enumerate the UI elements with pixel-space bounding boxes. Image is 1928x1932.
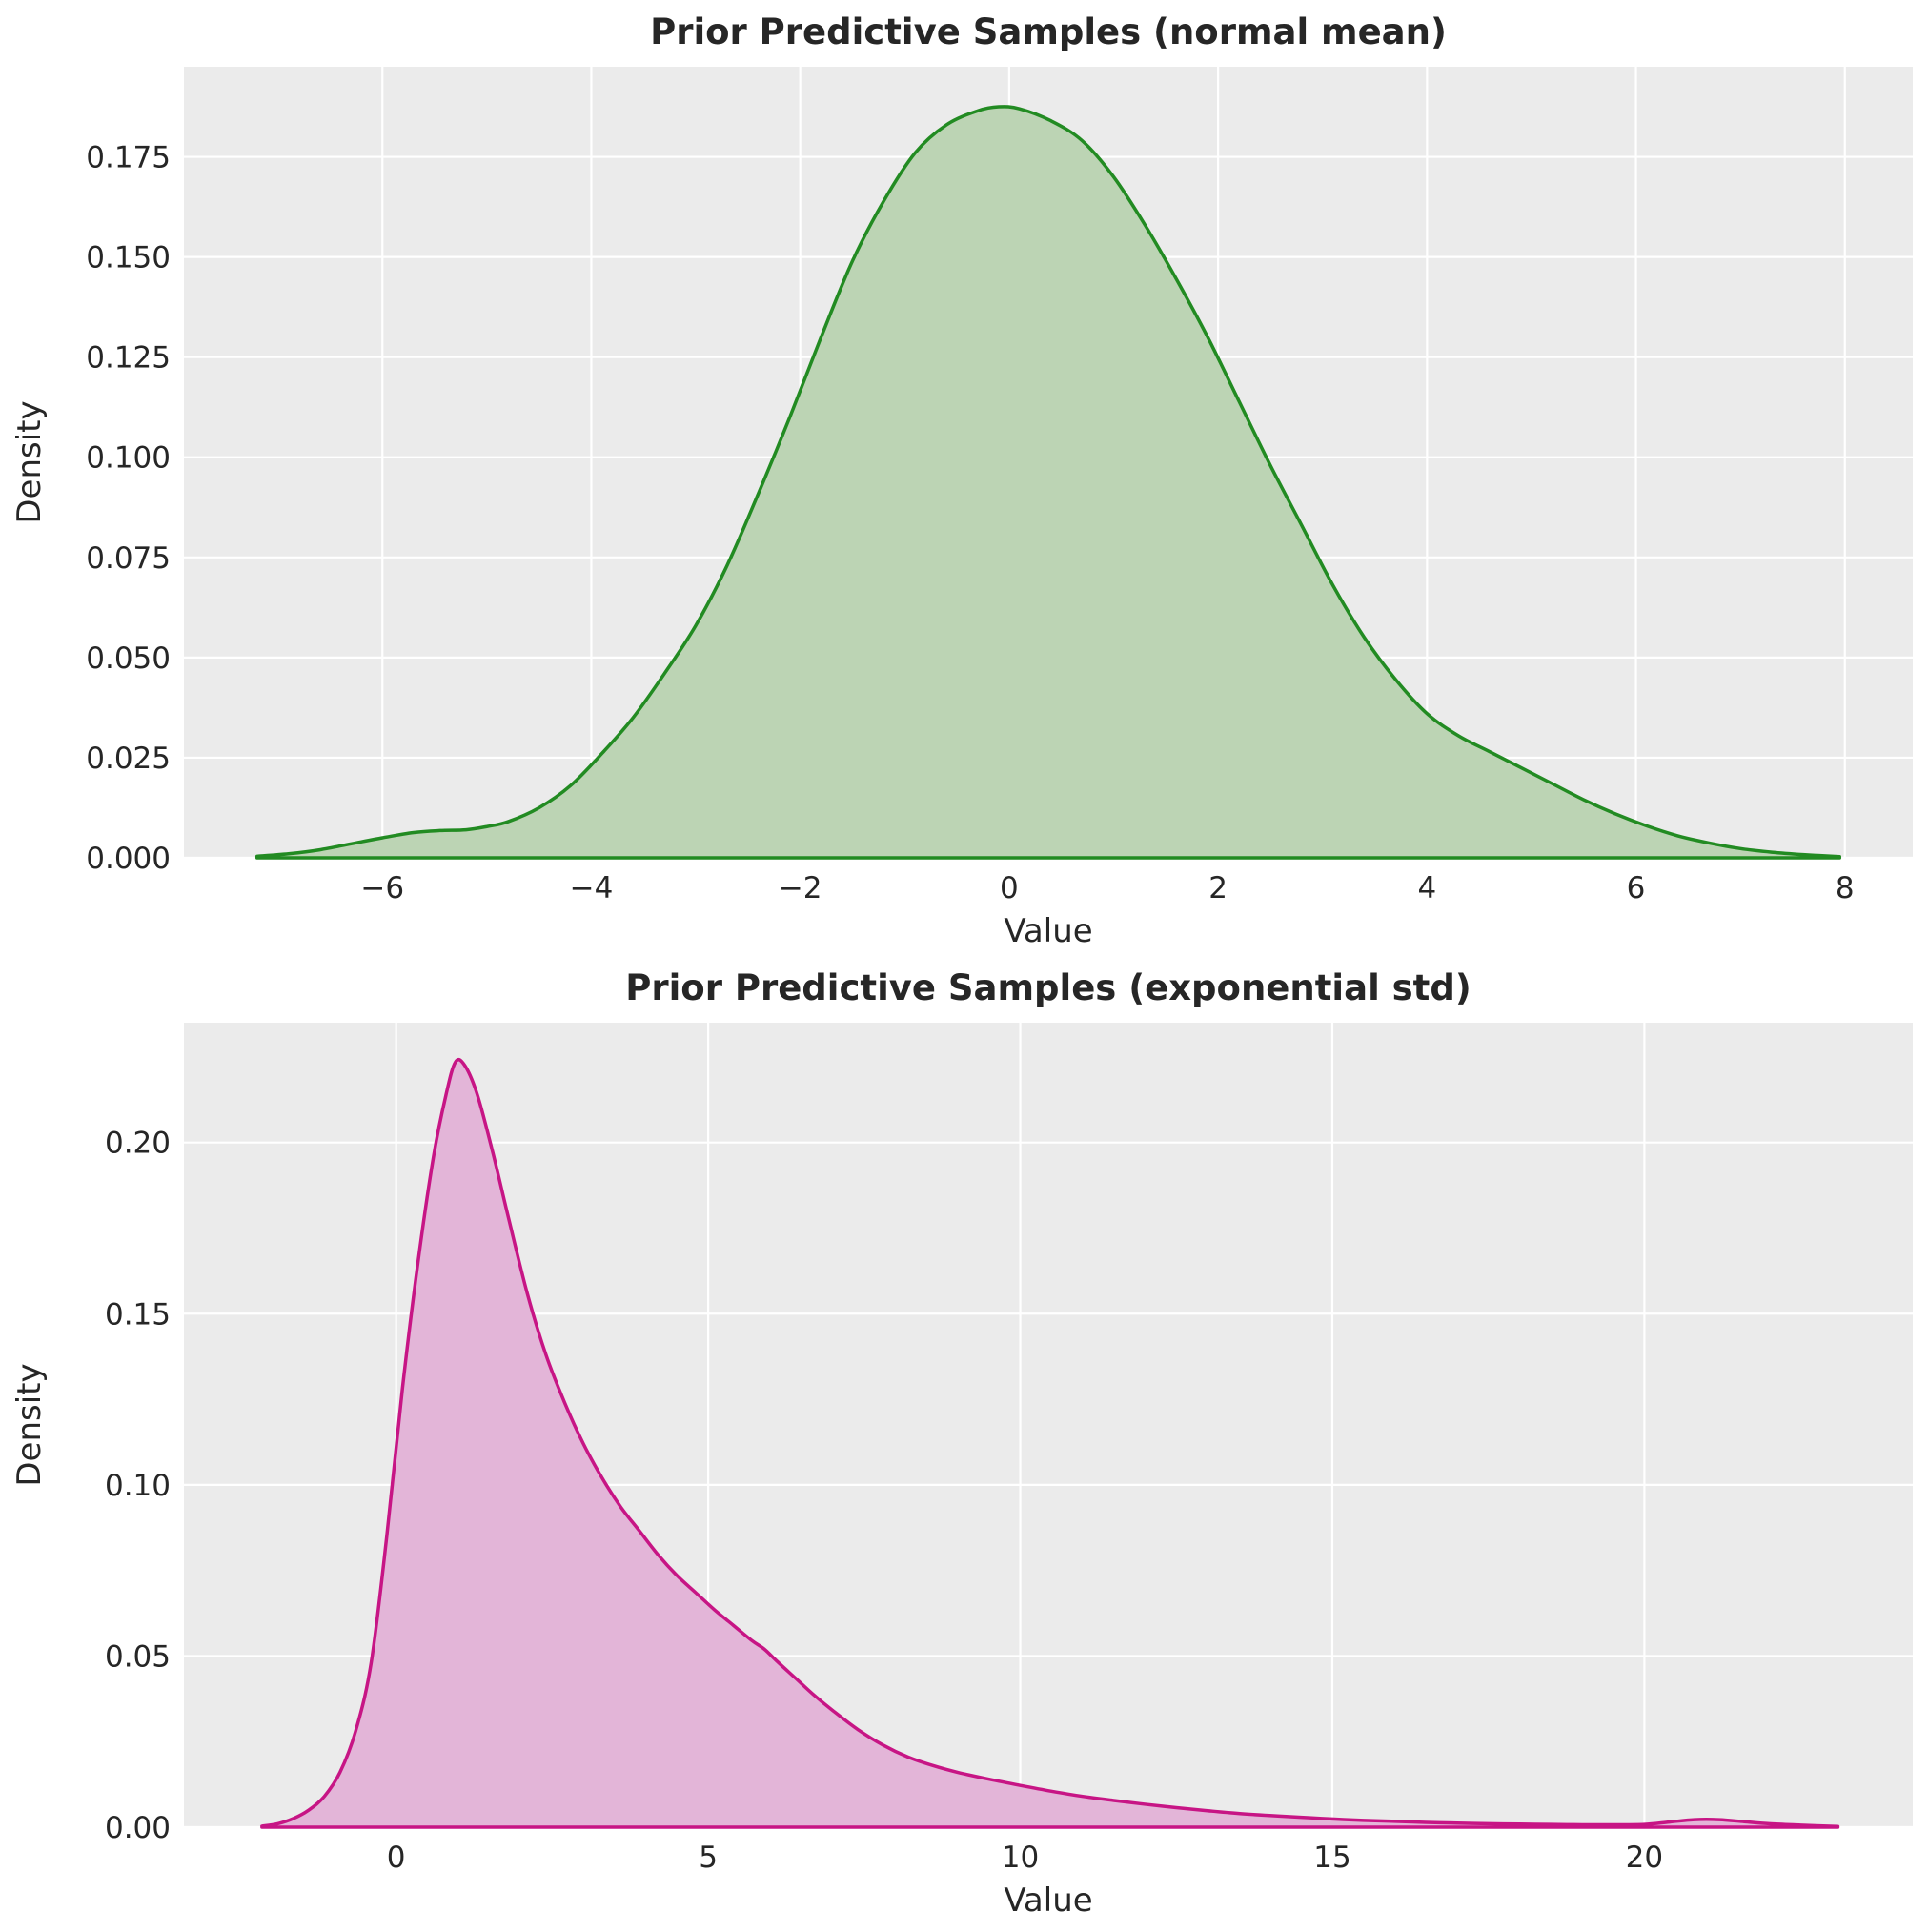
x-tick-label: 20 — [1626, 1840, 1663, 1875]
chart-title: Prior Predictive Samples (normal mean) — [650, 11, 1447, 52]
y-tick-label: 0.100 — [86, 441, 171, 476]
x-tick-labels: −6 −4 −2 0 2 4 6 8 — [360, 871, 1854, 905]
y-tick-labels: 0.000 0.025 0.050 0.075 0.100 0.125 0.150 0.175 — [86, 141, 171, 876]
x-axis-label: Value — [1004, 1881, 1092, 1920]
y-tick-label: 0.20 — [105, 1127, 171, 1161]
x-tick-label: −6 — [360, 871, 404, 905]
x-tick-label: 4 — [1417, 871, 1436, 905]
kde-area — [254, 105, 1842, 860]
x-tick-label: 5 — [699, 1840, 718, 1875]
y-tick-label: 0.175 — [86, 141, 171, 175]
chart-normal-mean: −6 −4 −2 0 2 4 6 8 0.000 0.025 0.050 0.075 0.100 0.1… — [10, 11, 1913, 950]
y-tick-label: 0.150 — [86, 241, 171, 275]
x-tick-label: 15 — [1313, 1840, 1350, 1875]
y-tick-label: 0.15 — [105, 1297, 171, 1332]
y-tick-label: 0.05 — [105, 1639, 171, 1674]
y-tick-label: 0.125 — [86, 341, 171, 376]
x-tick-label: 0 — [387, 1840, 406, 1875]
y-tick-label: 0.025 — [86, 742, 171, 776]
x-tick-label: 6 — [1627, 871, 1646, 905]
x-tick-labels: 0 5 10 15 20 — [387, 1840, 1663, 1875]
x-tick-label: 2 — [1208, 871, 1228, 905]
x-tick-label: 0 — [1000, 871, 1019, 905]
x-tick-label: −2 — [779, 871, 822, 905]
y-tick-label: 0.075 — [86, 541, 171, 576]
y-tick-labels: 0.00 0.05 0.10 0.15 0.20 — [105, 1127, 171, 1845]
chart-title: Prior Predictive Samples (exponential st… — [625, 967, 1471, 1008]
x-tick-label: −4 — [570, 871, 614, 905]
y-axis-label: Density — [10, 400, 49, 523]
chart-exponential-std: 0 5 10 15 20 0.00 0.05 0.10 0.15 0.20 Prior Pred… — [10, 967, 1913, 1920]
y-tick-label: 0.000 — [86, 842, 171, 876]
y-tick-label: 0.050 — [86, 641, 171, 676]
x-axis-label: Value — [1004, 912, 1092, 950]
y-tick-label: 0.00 — [105, 1811, 171, 1845]
x-tick-label: 8 — [1836, 871, 1855, 905]
y-tick-label: 0.10 — [105, 1469, 171, 1503]
kde-area — [260, 1057, 1840, 1829]
y-axis-label: Density — [10, 1363, 49, 1486]
x-tick-label: 10 — [1002, 1840, 1039, 1875]
